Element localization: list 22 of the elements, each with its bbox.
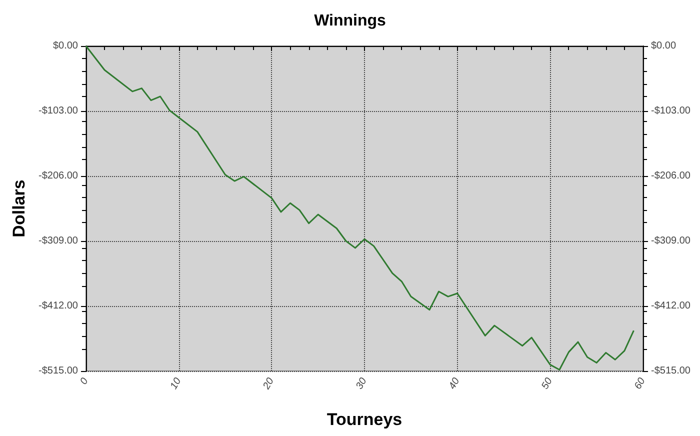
x-tick-label: 40: [447, 376, 462, 392]
x-tick-label: 60: [632, 376, 648, 392]
y2-tick-label: $0.00: [651, 40, 676, 52]
y-tick-label: -$206.00: [38, 170, 78, 182]
y-tick-label: $0.00: [52, 40, 78, 52]
y2-tick-label: -$309.00: [651, 236, 691, 246]
y2-tick-label: -$412.00: [651, 300, 691, 312]
x-tick-label: 0: [78, 376, 91, 387]
x-axis-title: Tourneys: [326, 410, 402, 429]
y2-tick-label: -$515.00: [651, 366, 691, 376]
x-tick-label: 10: [168, 376, 184, 392]
y-tick-label: -$309.00: [38, 236, 78, 246]
y2-tick-label: -$103.00: [651, 106, 691, 116]
chart-title: Winnings: [314, 12, 386, 30]
x-tick-label: 50: [540, 376, 556, 392]
x-tick-label: 30: [354, 376, 370, 392]
y2-tick-label: -$206.00: [651, 170, 691, 182]
y-tick-label: -$103.00: [38, 106, 78, 116]
y-axis-title: Dollars: [10, 180, 29, 238]
x-tick-label: 20: [260, 376, 277, 392]
y-tick-label: -$515.00: [38, 366, 78, 376]
y-tick-label: -$412.00: [38, 300, 78, 312]
